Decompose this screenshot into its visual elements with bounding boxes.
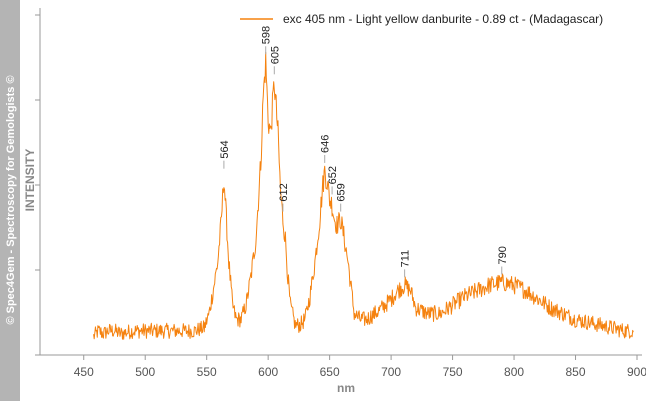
legend: exc 405 nm - Light yellow danburite - 0.… (240, 12, 603, 26)
peak-label: 659 (336, 183, 348, 201)
peak-label: 564 (219, 140, 231, 158)
sidebar-watermark: © Spec4Gem - Spectroscopy for Gemologist… (5, 75, 17, 324)
series-layer (93, 51, 634, 340)
peak-label: 646 (320, 135, 332, 153)
peak-label: 711 (400, 250, 412, 268)
x-tick-label: 500 (135, 365, 155, 379)
y-ticks (35, 14, 40, 356)
x-tick-label: 900 (627, 365, 646, 379)
x-tick-label: 700 (381, 365, 401, 379)
y-axis-title: INTENSITY (23, 149, 37, 212)
x-tick-label: 750 (443, 365, 463, 379)
x-tick-label: 550 (197, 365, 217, 379)
peak-label: 652 (327, 166, 339, 184)
peak-label: 612 (278, 183, 290, 201)
x-tick-label: 650 (320, 365, 340, 379)
x-tick-label: 450 (74, 365, 94, 379)
legend-label: exc 405 nm - Light yellow danburite - 0.… (283, 12, 603, 26)
sidebar-band (0, 0, 20, 401)
peak-label: 605 (269, 46, 281, 64)
x-axis-title: nm (337, 381, 355, 395)
peak-label: 790 (497, 246, 509, 264)
x-tick-label: 600 (258, 365, 278, 379)
series-line (93, 51, 634, 340)
x-ticks: 450 500 550 600 650 700 750 800 850 900 (74, 355, 646, 379)
x-tick-label: 850 (566, 365, 586, 379)
peak-label: 598 (261, 26, 273, 44)
x-tick-label: 800 (504, 365, 524, 379)
